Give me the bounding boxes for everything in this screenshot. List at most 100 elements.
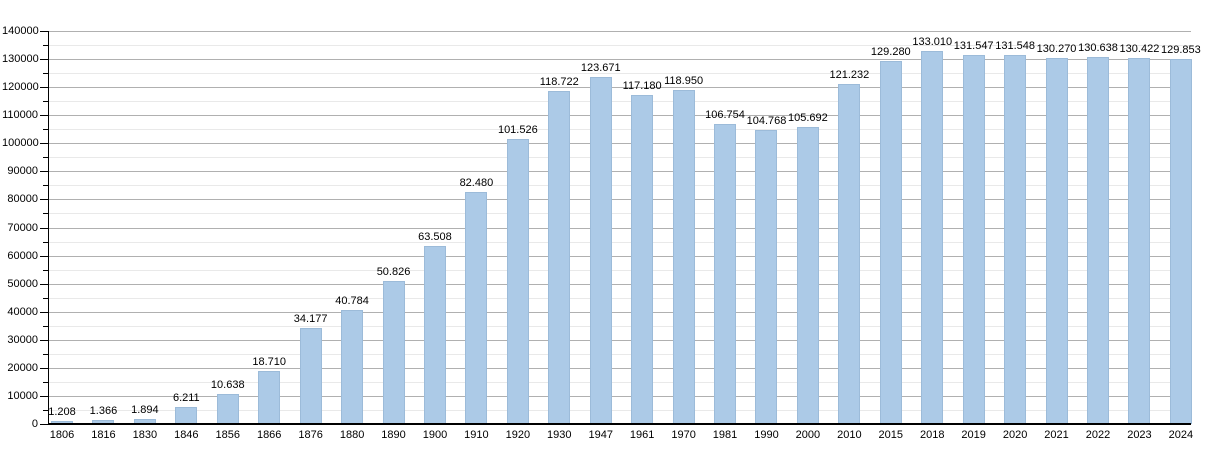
bar-value-label-2020: 131.548 [995, 39, 1035, 52]
gridline-minor [48, 157, 1191, 159]
x-tick-label-1900: 1900 [422, 429, 448, 441]
bar-value-label-1981: 106.754 [705, 109, 745, 122]
bar-1947 [589, 76, 612, 424]
gridline-minor [48, 353, 1191, 355]
gridline-major [48, 283, 1191, 285]
x-tick-label-1866: 1866 [256, 429, 282, 441]
gridline-major [48, 143, 1191, 145]
y-tick-label-130000: 130000 [2, 53, 39, 66]
gridline-minor [48, 185, 1191, 187]
x-tick-label-2018: 2018 [919, 429, 945, 441]
gridline-minor [48, 325, 1191, 327]
x-tick-label-2015: 2015 [878, 429, 904, 441]
bar-value-label-2000: 105.692 [788, 112, 828, 125]
x-tick-label-1910: 1910 [464, 429, 489, 441]
bar-1910 [465, 192, 488, 424]
gridline-major [48, 59, 1191, 61]
bar-value-label-1846: 6.211 [172, 391, 200, 404]
gridline-major [48, 171, 1191, 173]
x-axis-line [48, 423, 1191, 425]
gridline-major [48, 255, 1191, 257]
y-major-tick [40, 199, 48, 201]
x-tick-label-2000: 2000 [795, 429, 821, 441]
x-tick-label-2019: 2019 [961, 429, 986, 441]
bar-1990 [755, 129, 778, 424]
bar-value-label-2024: 129.853 [1160, 44, 1201, 57]
bar-value-label-1816: 1.366 [89, 405, 118, 418]
bar-1866 [258, 371, 281, 424]
bar-value-label-1880: 40.784 [335, 294, 369, 307]
y-minor-tick [43, 353, 48, 355]
bar-value-label-1930: 118.722 [539, 75, 579, 88]
y-tick-label-0: 0 [31, 418, 38, 430]
y-tick-label-50000: 50000 [7, 277, 38, 290]
gridline-minor [48, 297, 1191, 299]
plot-area: 1.208 1.366 1.894 6.211 10.638 18.710 34.177 40… [48, 31, 1201, 424]
y-minor-tick [43, 73, 48, 75]
x-tick-label-2023: 2023 [1127, 429, 1152, 441]
bar-1961 [631, 95, 654, 424]
x-tick-label-2022: 2022 [1085, 429, 1111, 441]
gridline-minor [48, 101, 1191, 103]
y-minor-tick [43, 409, 48, 411]
bar-1900 [423, 245, 446, 424]
x-tick-label-2021: 2021 [1044, 429, 1069, 441]
x-tick-label-1981: 1981 [712, 429, 738, 441]
y-major-tick [40, 87, 48, 89]
bar-value-label-1990: 104.768 [746, 114, 787, 127]
bar-value-label-1890: 50.826 [376, 266, 411, 279]
gridline-minor [48, 213, 1191, 215]
bar-value-label-1830: 1.894 [131, 403, 159, 416]
gridline-major [48, 227, 1191, 229]
x-tick-label-1816: 1816 [91, 429, 116, 441]
bar-2024 [1169, 59, 1192, 424]
y-minor-tick [43, 241, 48, 243]
y-tick-label-70000: 70000 [7, 221, 38, 234]
y-tick-label-20000: 20000 [7, 361, 38, 374]
x-tick-label-1920: 1920 [505, 429, 531, 441]
x-tick-label-1876: 1876 [298, 429, 323, 441]
bar-1880 [341, 309, 364, 424]
x-tick-label-1830: 1830 [132, 429, 158, 441]
bar-1876 [299, 328, 322, 424]
gridline-minor [48, 129, 1191, 131]
bar-value-label-2019: 131.547 [953, 39, 994, 52]
bar-value-label-1806: 1.208 [48, 405, 76, 418]
gridline-minor [48, 73, 1191, 75]
y-major-tick [40, 283, 48, 285]
y-minor-tick [43, 325, 48, 327]
x-tick-label-1846: 1846 [174, 429, 199, 441]
x-tick-label-1970: 1970 [671, 429, 696, 441]
y-major-tick [40, 424, 48, 425]
y-major-tick [40, 339, 48, 341]
y-tick-label-110000: 110000 [2, 109, 38, 122]
gridline-minor [48, 409, 1191, 411]
bar-1930 [548, 90, 571, 424]
bar-value-label-2015: 129.280 [870, 46, 911, 59]
gridline-major [48, 311, 1191, 313]
bar-1920 [506, 139, 529, 424]
bar-2018 [921, 50, 944, 424]
bar-1970 [672, 90, 695, 424]
y-major-tick [40, 227, 48, 229]
y-minor-tick [43, 213, 48, 215]
y-minor-tick [43, 185, 48, 187]
x-tick-label-1880: 1880 [339, 429, 365, 441]
bar-2020 [1004, 54, 1027, 424]
bar-value-label-2018: 133.010 [912, 35, 953, 48]
y-minor-tick [43, 101, 48, 103]
y-major-tick [40, 31, 48, 32]
gridline-major [48, 199, 1191, 201]
gridline-minor [48, 269, 1191, 271]
y-minor-tick [43, 269, 48, 271]
x-tick-label-1890: 1890 [381, 429, 406, 441]
bar-2021 [1045, 58, 1068, 424]
bar-1890 [382, 281, 405, 424]
y-major-tick [40, 395, 48, 397]
y-axis-line [48, 31, 49, 425]
bar-1846 [175, 406, 198, 424]
bar-value-label-1947: 123.671 [580, 61, 621, 74]
x-tick-label-2020: 2020 [1002, 429, 1028, 441]
gridline-minor [48, 381, 1191, 383]
bar-value-label-1876: 34.177 [293, 313, 328, 326]
